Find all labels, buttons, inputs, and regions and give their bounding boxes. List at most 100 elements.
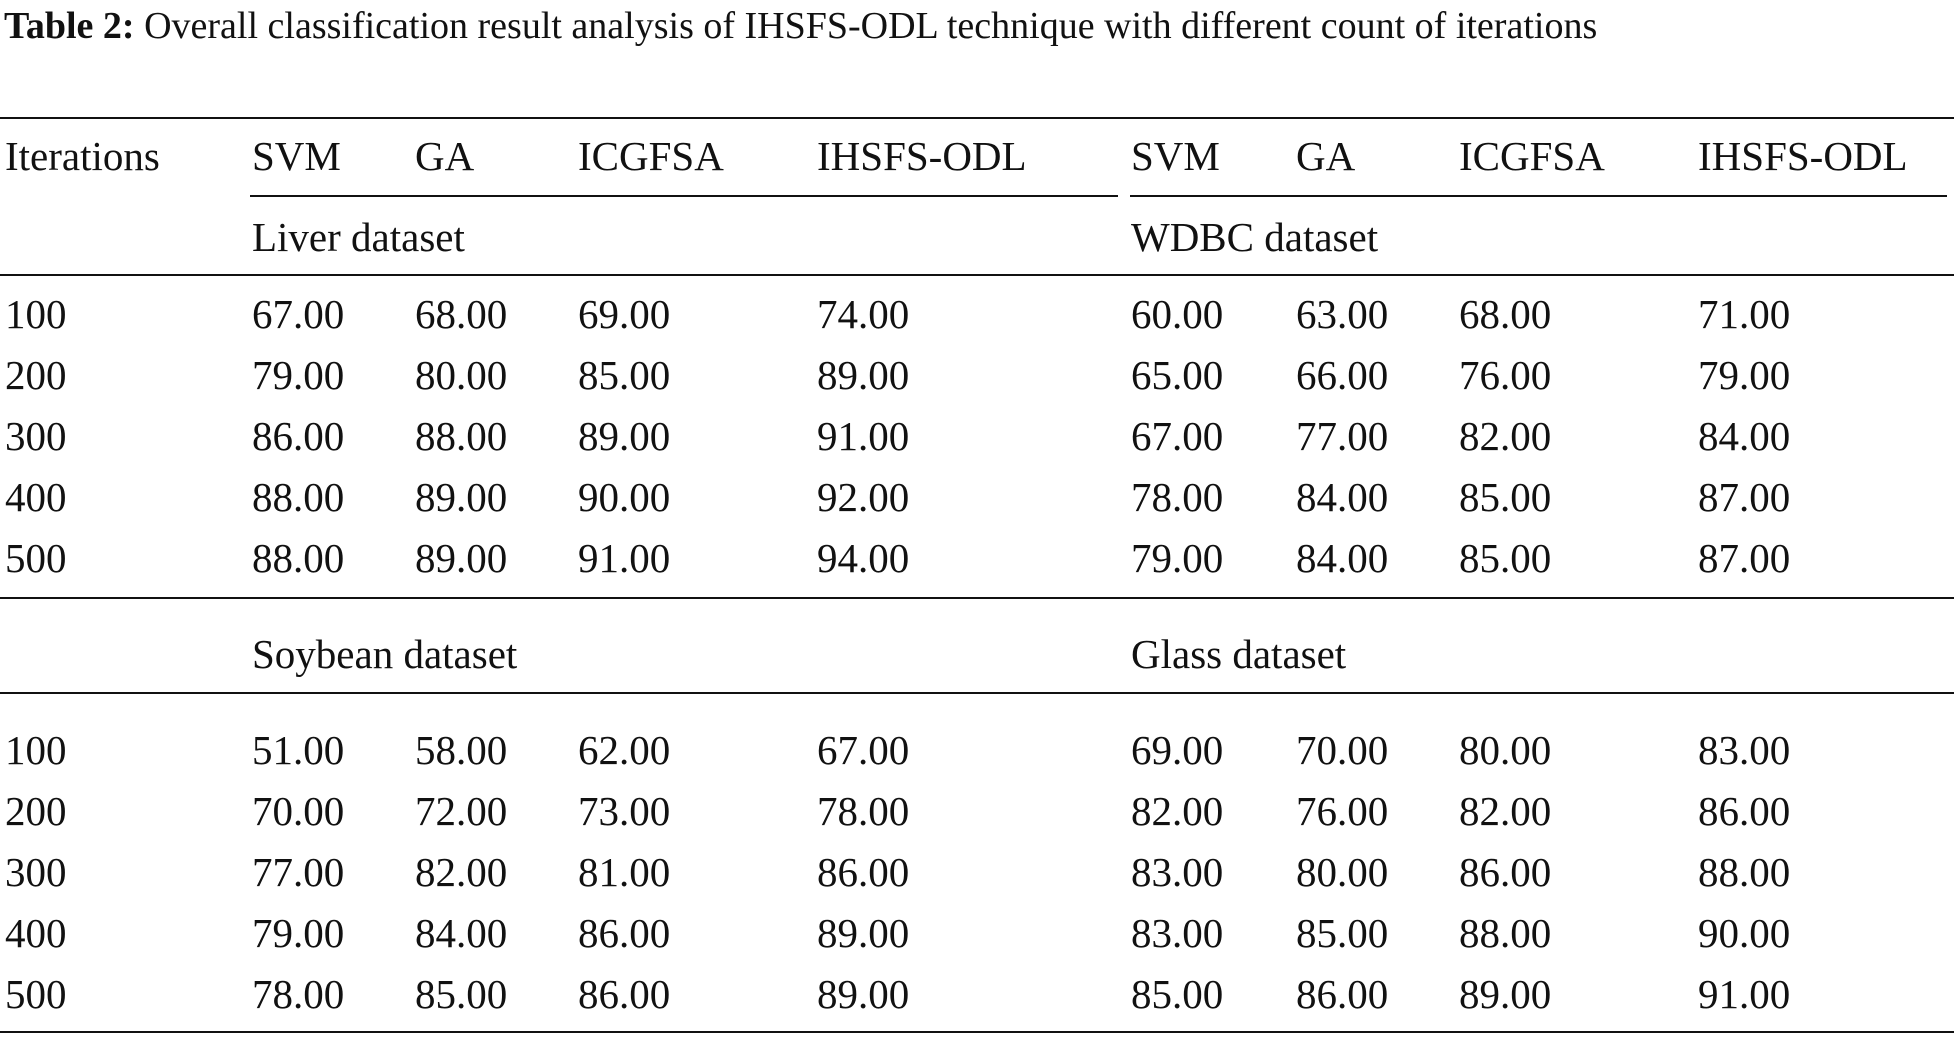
cell: 85.00 <box>1459 474 1552 520</box>
cell: 80.00 <box>1459 727 1552 773</box>
cell: 82.00 <box>1459 788 1552 834</box>
cell: 89.00 <box>817 971 910 1017</box>
caption-label: Table 2: <box>4 5 135 47</box>
row-label: 500 <box>5 535 67 581</box>
cell: 84.00 <box>1698 413 1791 459</box>
cell: 86.00 <box>1459 849 1552 895</box>
cell: 79.00 <box>1698 352 1791 398</box>
cell: 85.00 <box>1296 910 1389 956</box>
cell: 90.00 <box>578 474 671 520</box>
header-cell: IHSFS-ODL <box>817 133 1027 179</box>
cell: 81.00 <box>578 849 671 895</box>
cell: 91.00 <box>817 413 910 459</box>
cell: 86.00 <box>817 849 910 895</box>
cell: 78.00 <box>817 788 910 834</box>
caption: Table 2: Overall classification result a… <box>4 0 1950 52</box>
cell: 84.00 <box>1296 535 1389 581</box>
cell: 88.00 <box>1698 849 1791 895</box>
cell: 88.00 <box>1459 910 1552 956</box>
cell: 72.00 <box>415 788 508 834</box>
row-label: 300 <box>5 849 67 895</box>
cell: 65.00 <box>1131 352 1224 398</box>
cell: 88.00 <box>415 413 508 459</box>
cell: 58.00 <box>415 727 508 773</box>
row-label: 500 <box>5 971 67 1017</box>
cell: 78.00 <box>252 971 345 1017</box>
cell: 84.00 <box>415 910 508 956</box>
cell: 70.00 <box>1296 727 1389 773</box>
cell: 85.00 <box>1131 971 1224 1017</box>
row-label: 200 <box>5 352 67 398</box>
cell: 68.00 <box>1459 291 1552 337</box>
cell: 90.00 <box>1698 910 1791 956</box>
cell: 86.00 <box>578 910 671 956</box>
header-cell: ICGFSA <box>578 133 724 179</box>
cell: 91.00 <box>1698 971 1791 1017</box>
row-label: 400 <box>5 474 67 520</box>
cell: 69.00 <box>1131 727 1224 773</box>
cell: 91.00 <box>578 535 671 581</box>
cell: 62.00 <box>578 727 671 773</box>
rule <box>0 1031 1954 1033</box>
row-label: 300 <box>5 413 67 459</box>
header-cell: GA <box>1296 133 1356 179</box>
cell: 69.00 <box>578 291 671 337</box>
cell: 68.00 <box>415 291 508 337</box>
cell: 67.00 <box>252 291 345 337</box>
cell: 76.00 <box>1459 352 1552 398</box>
cell: 77.00 <box>252 849 345 895</box>
cell: 85.00 <box>1459 535 1552 581</box>
cell: 71.00 <box>1698 291 1791 337</box>
cell: 94.00 <box>817 535 910 581</box>
rule <box>0 597 1954 599</box>
cell: 88.00 <box>252 535 345 581</box>
cell: 89.00 <box>1459 971 1552 1017</box>
cell: 73.00 <box>578 788 671 834</box>
rule <box>0 274 1954 276</box>
section-title: Glass dataset <box>1131 631 1347 677</box>
cell: 86.00 <box>1698 788 1791 834</box>
section-title: Liver dataset <box>252 214 465 260</box>
cell: 92.00 <box>817 474 910 520</box>
header-cell: GA <box>415 133 475 179</box>
cell: 60.00 <box>1131 291 1224 337</box>
cell: 76.00 <box>1296 788 1389 834</box>
cell: 87.00 <box>1698 474 1791 520</box>
rule <box>1130 195 1947 197</box>
header-cell: SVM <box>252 133 341 179</box>
row-label: 100 <box>5 727 67 773</box>
rule <box>0 117 1954 119</box>
cell: 78.00 <box>1131 474 1224 520</box>
row-label: 100 <box>5 291 67 337</box>
cell: 86.00 <box>1296 971 1389 1017</box>
cell: 83.00 <box>1698 727 1791 773</box>
header-cell: Iterations <box>5 133 160 179</box>
cell: 79.00 <box>252 352 345 398</box>
cell: 63.00 <box>1296 291 1389 337</box>
cell: 82.00 <box>415 849 508 895</box>
cell: 70.00 <box>252 788 345 834</box>
cell: 83.00 <box>1131 849 1224 895</box>
cell: 67.00 <box>1131 413 1224 459</box>
cell: 84.00 <box>1296 474 1389 520</box>
cell: 82.00 <box>1459 413 1552 459</box>
cell: 85.00 <box>415 971 508 1017</box>
cell: 79.00 <box>252 910 345 956</box>
cell: 66.00 <box>1296 352 1389 398</box>
row-label: 200 <box>5 788 67 834</box>
cell: 80.00 <box>1296 849 1389 895</box>
cell: 80.00 <box>415 352 508 398</box>
cell: 89.00 <box>415 535 508 581</box>
cell: 89.00 <box>817 910 910 956</box>
header-cell: IHSFS-ODL <box>1698 133 1908 179</box>
cell: 89.00 <box>578 413 671 459</box>
cell: 51.00 <box>252 727 345 773</box>
cell: 83.00 <box>1131 910 1224 956</box>
cell: 74.00 <box>817 291 910 337</box>
section-title: WDBC dataset <box>1131 214 1379 260</box>
cell: 89.00 <box>817 352 910 398</box>
cell: 86.00 <box>252 413 345 459</box>
header-cell: ICGFSA <box>1459 133 1605 179</box>
rule <box>250 195 1118 197</box>
row-label: 400 <box>5 910 67 956</box>
